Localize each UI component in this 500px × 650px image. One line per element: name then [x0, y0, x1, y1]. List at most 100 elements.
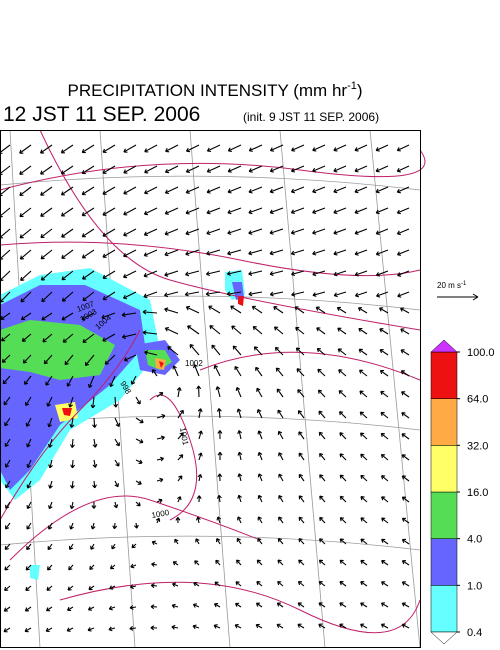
wind-vector — [3, 396, 11, 406]
wind-vector — [197, 473, 203, 482]
wind-vector — [198, 452, 203, 461]
wind-vector — [216, 538, 221, 545]
wind-vector — [275, 367, 284, 377]
wind-vector — [215, 559, 221, 566]
wind-vector — [234, 602, 242, 608]
wind-vector — [177, 475, 183, 482]
wind-scale-label: 20 m s-1 — [437, 281, 467, 290]
wind-vector — [68, 564, 74, 571]
wind-vector — [87, 606, 95, 611]
contour-label: 1000 — [151, 508, 171, 520]
wind-vector — [298, 495, 305, 503]
wind-vector — [237, 494, 242, 503]
wind-vector — [379, 307, 389, 314]
wind-vector — [274, 346, 284, 356]
isobar — [149, 394, 198, 521]
wind-vector — [319, 538, 326, 545]
wind-vector — [339, 432, 347, 440]
colorbar-label: 32.0 — [467, 440, 488, 452]
wind-vector — [401, 581, 410, 587]
wind-vector — [401, 560, 410, 566]
wind-vector — [256, 581, 263, 587]
wind-vector — [176, 387, 182, 398]
wind-vector — [19, 186, 32, 197]
wind-vector — [318, 580, 326, 587]
wind-vector — [375, 228, 389, 235]
wind-vector — [354, 249, 368, 256]
wind-vector — [381, 559, 389, 566]
wind-vector — [234, 365, 242, 377]
wind-vector — [40, 186, 53, 196]
wind-vector — [291, 165, 305, 173]
wind-vector — [401, 433, 410, 440]
wind-vector — [297, 410, 305, 419]
wind-vector — [123, 165, 137, 174]
wind-vector — [164, 270, 179, 277]
wind-vector — [164, 207, 179, 215]
wind-vector — [336, 306, 347, 314]
wind-vector — [381, 581, 389, 587]
wind-vector — [193, 582, 200, 587]
wind-vector — [142, 309, 158, 315]
wind-vector — [278, 495, 284, 503]
wind-vector — [4, 543, 11, 551]
wind-vector — [164, 186, 179, 195]
wind-vector — [20, 270, 32, 281]
parallel — [0, 175, 421, 191]
map-frame — [0, 130, 421, 648]
wind-vector — [0, 312, 11, 320]
wind-vector — [81, 207, 95, 217]
wind-vector — [381, 538, 389, 545]
wind-vector — [339, 453, 347, 461]
wind-vector — [318, 602, 326, 608]
wind-vector — [102, 249, 116, 258]
wind-vector — [338, 390, 347, 398]
wind-vector — [276, 623, 284, 629]
wind-vector — [381, 517, 389, 524]
wind-vector — [215, 386, 221, 398]
wind-vector — [359, 390, 368, 398]
wind-vector — [81, 312, 95, 321]
colorbar-under — [430, 631, 458, 645]
precip-area — [62, 408, 72, 416]
wind-vector — [4, 564, 11, 571]
wind-vector — [235, 581, 242, 587]
wind-vector — [43, 354, 53, 365]
wind-vector — [92, 459, 98, 468]
wind-vector — [47, 417, 53, 428]
wind-vector — [375, 144, 389, 152]
wind-vector — [4, 417, 11, 427]
wind-vector — [88, 585, 95, 591]
wind-vector — [248, 249, 263, 256]
wind-vector — [397, 270, 410, 277]
wind-vector — [290, 207, 305, 214]
wind-vector — [360, 453, 368, 461]
wind-vector — [205, 291, 221, 297]
wind-vector — [123, 144, 137, 153]
wind-vector — [333, 144, 347, 152]
wind-vector — [92, 480, 97, 489]
meridian — [189, 129, 231, 649]
wind-vector — [360, 602, 368, 608]
wind-vector — [248, 291, 263, 297]
wind-vector — [45, 627, 53, 633]
wind-vector — [298, 431, 305, 440]
wind-vector — [381, 475, 389, 482]
wind-vector — [312, 228, 326, 235]
meridian — [369, 129, 421, 649]
wind-vector — [312, 249, 326, 256]
wind-vector — [82, 333, 95, 343]
wind-vector — [60, 186, 74, 196]
wind-vector — [277, 537, 284, 545]
wind-vector — [84, 354, 95, 367]
wind-vector — [101, 312, 116, 320]
wind-vector — [256, 559, 263, 566]
wind-vector — [209, 325, 221, 335]
wind-vector — [102, 270, 116, 280]
wind-vector — [40, 165, 53, 175]
wind-vector — [278, 473, 284, 482]
colorbar-label: 4.0 — [467, 534, 482, 546]
wind-vector — [193, 364, 200, 377]
wind-vector — [396, 249, 410, 256]
